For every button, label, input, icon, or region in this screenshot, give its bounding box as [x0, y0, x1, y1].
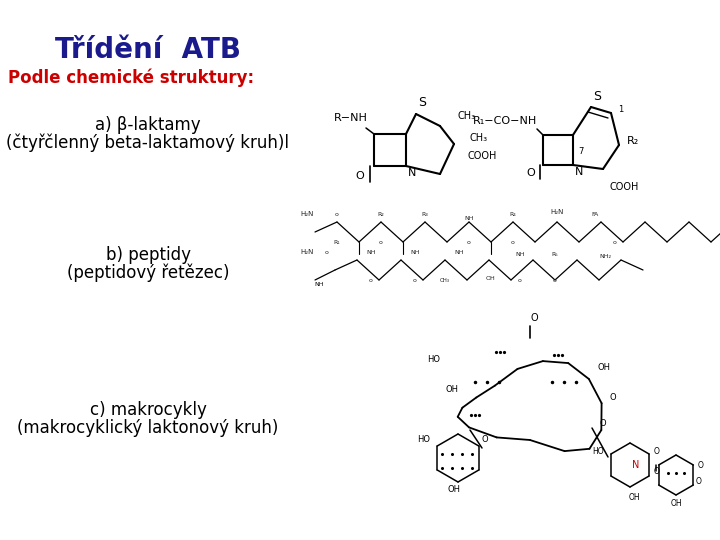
Text: HO: HO — [593, 447, 604, 456]
Text: (makrocyklický laktonový kruh): (makrocyklický laktonový kruh) — [17, 419, 279, 437]
Text: OH: OH — [445, 386, 458, 395]
Text: R−NH: R−NH — [334, 113, 368, 123]
Text: R₃: R₃ — [422, 212, 428, 217]
Text: o: o — [413, 278, 417, 282]
Text: H₂N: H₂N — [300, 249, 314, 255]
Text: NH₂: NH₂ — [599, 253, 611, 259]
Text: O: O — [654, 467, 660, 476]
Text: FA: FA — [591, 212, 598, 217]
Text: R₂: R₂ — [627, 136, 639, 146]
Text: O: O — [482, 435, 489, 444]
Text: o: o — [335, 212, 339, 217]
Text: O: O — [530, 313, 538, 323]
Text: c) makrocykly: c) makrocykly — [89, 401, 207, 419]
Text: R₅: R₅ — [552, 252, 558, 256]
Text: b) peptidy: b) peptidy — [106, 246, 191, 264]
Text: 1: 1 — [618, 105, 624, 113]
Text: CH₃: CH₃ — [458, 111, 476, 121]
Text: O: O — [356, 171, 364, 181]
Text: COOH: COOH — [609, 182, 639, 192]
Text: O: O — [600, 420, 607, 429]
Text: N: N — [408, 168, 416, 178]
Text: O: O — [654, 447, 660, 456]
Text: S: S — [593, 91, 601, 104]
Text: R₄: R₄ — [510, 212, 516, 217]
Text: CH₃: CH₃ — [470, 133, 488, 143]
Text: o: o — [467, 240, 471, 245]
Text: HO: HO — [417, 435, 430, 444]
Text: CH₃: CH₃ — [440, 278, 450, 282]
Text: OH: OH — [485, 275, 495, 280]
Text: OH: OH — [628, 492, 640, 502]
Text: (čtyřčlenný beta-laktamový kruh)l: (čtyřčlenný beta-laktamový kruh)l — [6, 134, 289, 152]
Text: NH: NH — [516, 252, 525, 256]
Text: R₁: R₁ — [333, 240, 341, 245]
Text: o: o — [613, 240, 617, 245]
Text: O: O — [526, 168, 536, 178]
Text: Podle chemické struktury:: Podle chemické struktury: — [8, 69, 254, 87]
Text: NH: NH — [454, 249, 464, 254]
Text: o: o — [511, 240, 515, 245]
Text: N: N — [632, 460, 639, 470]
Text: HO: HO — [427, 355, 440, 364]
Text: N: N — [575, 167, 583, 177]
Text: H₂N: H₂N — [550, 209, 564, 215]
Text: o: o — [369, 278, 373, 282]
Text: O: O — [696, 476, 702, 485]
Text: R₂: R₂ — [377, 212, 384, 217]
Text: NH: NH — [410, 249, 420, 254]
Text: 7: 7 — [578, 146, 584, 156]
Text: COOH: COOH — [468, 151, 498, 161]
Text: o: o — [553, 278, 557, 282]
Text: H₂N: H₂N — [300, 211, 314, 217]
Text: O: O — [610, 394, 616, 402]
Text: OH: OH — [598, 363, 611, 373]
Text: (peptidový řetězec): (peptidový řetězec) — [67, 264, 229, 282]
Text: a) β-laktamy: a) β-laktamy — [95, 116, 201, 134]
Text: S: S — [418, 96, 426, 109]
Text: OH: OH — [448, 485, 461, 495]
Text: NH: NH — [366, 249, 376, 254]
Text: Třídění  ATB: Třídění ATB — [55, 36, 241, 64]
Text: NH: NH — [464, 215, 474, 220]
Text: o: o — [325, 249, 329, 254]
Text: R₁−CO−NH: R₁−CO−NH — [473, 116, 537, 126]
Text: o: o — [379, 240, 383, 245]
Text: OH: OH — [670, 498, 682, 508]
Text: o: o — [518, 278, 522, 282]
Text: O: O — [698, 461, 704, 469]
Text: NH: NH — [314, 281, 324, 287]
